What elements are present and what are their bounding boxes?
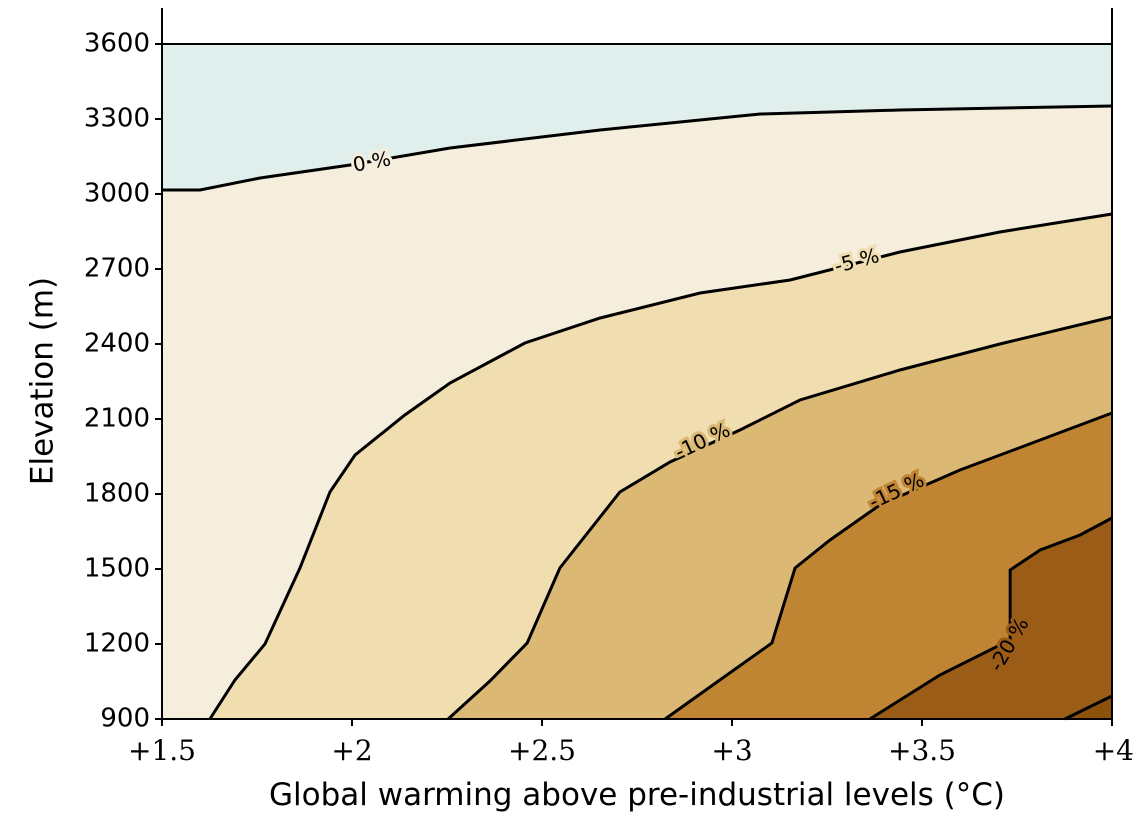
x-tick-label: +3 [711, 734, 752, 767]
contour-line [447, 315, 1113, 721]
contour-line [664, 411, 1113, 721]
y-tick-label: 1800 [84, 479, 150, 509]
x-tick-label: +1.5 [128, 734, 196, 767]
y-tick-label: 3600 [84, 29, 150, 59]
y-tick-label: 2700 [84, 254, 150, 284]
x-axis-label: Global warming above pre-industrial leve… [269, 777, 1005, 813]
x-tick-label: +4 [1093, 734, 1134, 767]
contour-line [869, 516, 1113, 721]
plot-area: 0 %-5 %-10 %-15 %-20 % [162, 44, 1113, 721]
contour-line [208, 212, 1113, 720]
y-tick-label: 3000 [84, 179, 150, 209]
x-tick-label: +2.5 [508, 734, 576, 767]
y-tick-label: 1500 [84, 554, 150, 584]
band [162, 44, 1112, 719]
x-tick-label: +2 [331, 734, 372, 767]
x-tick-label: +3.5 [888, 734, 956, 767]
y-tick-label: 2400 [84, 329, 150, 359]
y-axis-label: Elevation (m) [25, 277, 61, 485]
y-tick-label: 900 [100, 704, 150, 734]
band [162, 44, 1112, 719]
contour-line [162, 104, 1113, 192]
y-tick-label: 3300 [84, 104, 150, 134]
contour-line [1064, 694, 1113, 721]
y-tick-label: 1200 [84, 629, 150, 659]
y-tick-label: 2100 [84, 404, 150, 434]
